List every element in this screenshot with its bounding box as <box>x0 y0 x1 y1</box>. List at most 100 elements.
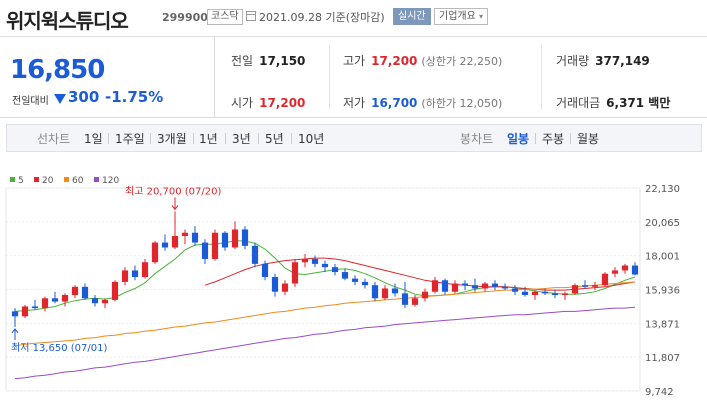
tab-divider <box>570 133 571 144</box>
candle-body <box>341 272 349 279</box>
candle-body <box>11 311 19 317</box>
legend-label: 5 <box>18 176 24 186</box>
chart-svg: 5 20 60 120 22,130 20,065 18,001 15,936 13,871 1… <box>5 176 680 398</box>
lower-limit: (하한가 12,050) <box>421 97 503 110</box>
tab-5y[interactable]: 5년 <box>265 132 284 146</box>
high-value: 17,200 <box>371 54 418 68</box>
y-tick-label: 15,936 <box>645 286 680 297</box>
candle-body <box>71 286 79 296</box>
tab-weekly[interactable]: 주봉 <box>542 132 565 146</box>
candle-body <box>101 299 109 304</box>
company-info-label: 기업개요 <box>439 11 476 22</box>
tab-1w[interactable]: 1주일 <box>115 132 145 146</box>
candle-body <box>41 298 49 309</box>
tab-1d[interactable]: 1일 <box>84 132 103 146</box>
volume-stat: 거래량 377,149 <box>556 52 650 69</box>
prev-close-stat: 전일 17,150 <box>231 52 305 69</box>
chart-legend: 5 20 60 120 <box>10 176 119 186</box>
candle-body <box>301 258 309 263</box>
high-annotation: 최고 20,700 (07/20) <box>125 185 221 197</box>
candle-body <box>211 232 219 259</box>
tab-line-chart[interactable]: 선차트 <box>37 132 71 146</box>
candle-body <box>51 298 59 302</box>
low-label: 저가 <box>343 96 366 110</box>
low-annotation: 최저 13,650 (07/01) <box>11 342 107 354</box>
tab-daily[interactable]: 일봉 <box>507 132 530 146</box>
candle-body <box>371 285 379 299</box>
legend-label: 20 <box>42 176 54 186</box>
candle-body <box>451 283 459 292</box>
candle-body <box>471 285 479 289</box>
y-tick-label: 11,807 <box>645 353 680 364</box>
market-badge: 코스닥 <box>207 9 243 25</box>
tab-divider <box>258 133 259 144</box>
candle-body <box>201 242 209 259</box>
candle-body <box>521 291 529 296</box>
price-summary: 16,850 전일대비 300 -1.75% 전일 17,150 고가 17,200… <box>0 36 707 118</box>
change-value: 300 <box>68 88 100 106</box>
amount-stat: 거래대금 6,371 백만 <box>556 94 670 111</box>
tab-candle-chart[interactable]: 봉차트 <box>460 132 494 146</box>
tab-divider <box>150 133 151 144</box>
candle-body <box>271 276 279 292</box>
candle-body <box>481 283 489 289</box>
high-label: 고가 <box>343 54 366 68</box>
low-value: 16,700 <box>371 96 418 110</box>
candle-body <box>491 283 499 287</box>
tab-monthly[interactable]: 월봉 <box>577 132 600 146</box>
tab-divider <box>108 133 109 144</box>
legend-swatch <box>64 177 69 182</box>
open-stat: 시가 17,200 <box>231 94 305 111</box>
tab-3m[interactable]: 3개월 <box>157 132 187 146</box>
high-stat: 고가 17,200 (상한가 22,250) <box>343 52 502 69</box>
candle-body <box>151 242 159 263</box>
candle-body <box>551 293 559 296</box>
candle-body <box>611 270 619 274</box>
open-label: 시가 <box>231 96 254 110</box>
tab-1y[interactable]: 1년 <box>199 132 218 146</box>
tab-10y[interactable]: 10년 <box>298 132 325 146</box>
candle-body <box>391 288 399 294</box>
divider <box>541 45 542 109</box>
chart-annotations: 최고 20,700 (07/20) 최저 13,650 (07/01) <box>11 185 221 354</box>
prev-close-value: 17,150 <box>259 54 306 68</box>
candle-chart: 5 20 60 120 22,130 20,065 18,001 15,936 13,871 1… <box>0 170 707 402</box>
ma-line-ma120 <box>14 306 636 380</box>
candle-body <box>181 232 189 237</box>
open-value: 17,200 <box>259 96 306 110</box>
candle-body <box>221 232 229 248</box>
y-axis: 22,130 20,065 18,001 15,936 13,871 11,807 9,74… <box>645 184 680 398</box>
candle-body <box>531 291 539 296</box>
volume-value: 377,149 <box>595 54 650 68</box>
legend-swatch <box>10 177 15 182</box>
legend-label: 120 <box>102 176 119 186</box>
change-label: 전일대비 <box>12 96 49 107</box>
candle-body <box>331 267 339 273</box>
candle-body <box>541 291 549 294</box>
candle-body <box>621 265 629 271</box>
y-tick-label: 18,001 <box>645 252 680 263</box>
company-info-button[interactable]: 기업개요 ▾ <box>434 8 489 25</box>
ma-line-ma60 <box>14 281 636 347</box>
change-rate: -1.75% <box>105 88 164 106</box>
candle-body <box>321 263 329 268</box>
current-price: 16,850 <box>10 55 105 85</box>
down-arrow-icon <box>54 94 66 104</box>
candle-body <box>561 293 569 296</box>
y-tick-label: 22,130 <box>645 184 680 195</box>
candles <box>11 211 639 327</box>
candle-body <box>581 285 589 287</box>
candle-body <box>241 229 249 246</box>
candle-body <box>161 242 169 248</box>
realtime-button[interactable]: 실시간 <box>393 8 431 25</box>
candle-body <box>381 288 389 299</box>
candle-body <box>81 286 89 299</box>
tab-3y[interactable]: 3년 <box>232 132 251 146</box>
current-price-box: 16,850 전일대비 300 -1.75% <box>0 37 215 117</box>
tab-divider <box>193 133 194 144</box>
candle-body <box>591 285 599 287</box>
amount-label: 거래대금 <box>556 96 601 110</box>
candle-body <box>431 280 439 292</box>
legend-swatch <box>34 177 39 182</box>
low-arrow-head <box>11 328 19 334</box>
